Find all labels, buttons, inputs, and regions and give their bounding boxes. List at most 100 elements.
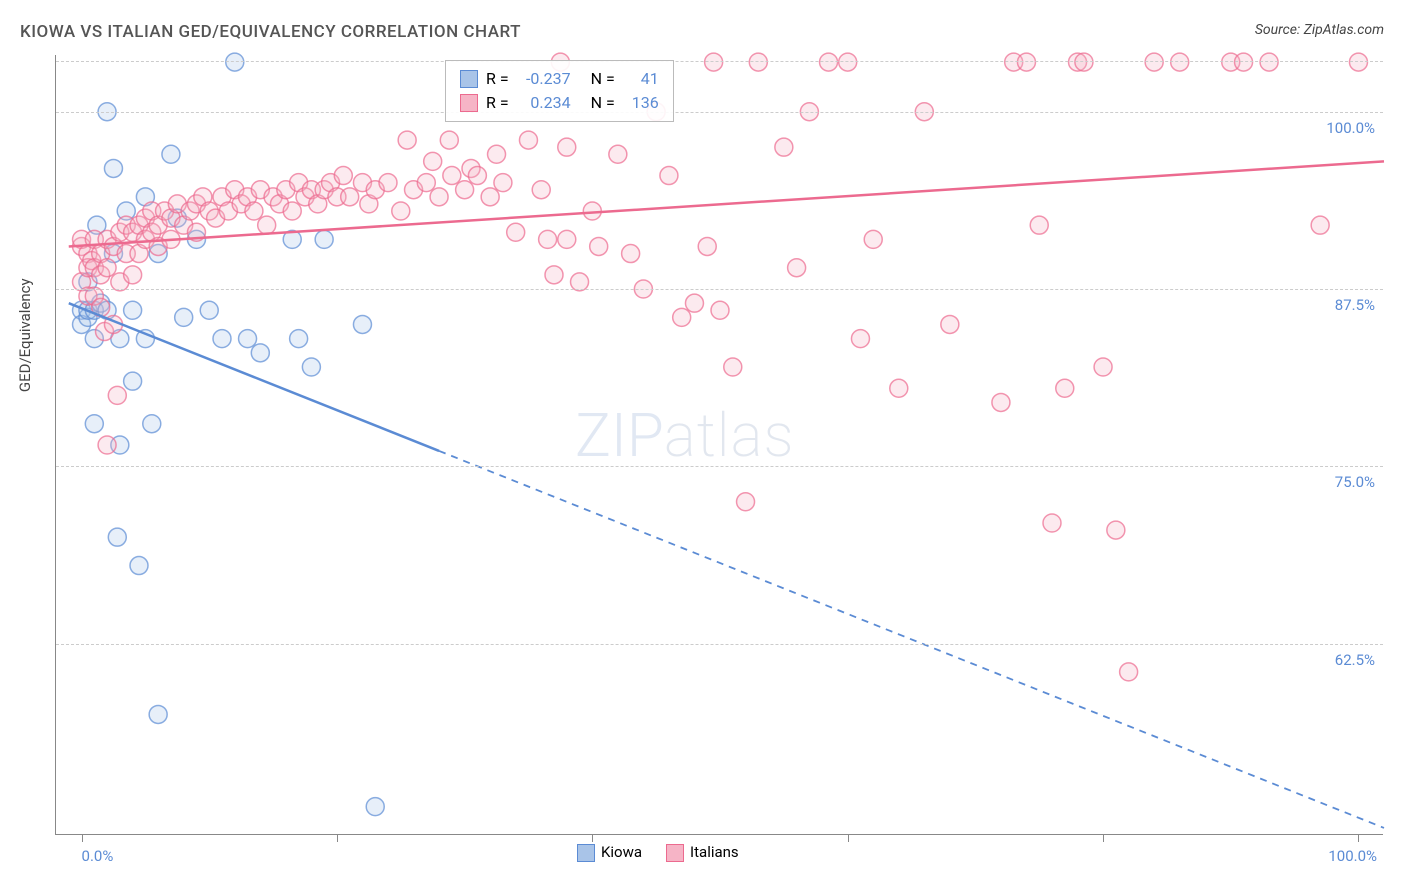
scatter-point xyxy=(108,528,126,546)
xtick xyxy=(82,834,83,842)
scatter-point xyxy=(1311,216,1329,234)
xtick xyxy=(848,834,849,842)
gridline xyxy=(56,466,1383,467)
legend-swatch xyxy=(460,70,478,88)
regression-line-dashed xyxy=(439,451,1384,828)
scatter-point xyxy=(124,301,142,319)
scatter-point xyxy=(1094,358,1112,376)
scatter-point xyxy=(302,358,320,376)
gridline xyxy=(56,61,1383,62)
scatter-point xyxy=(820,53,838,71)
scatter-point xyxy=(545,266,563,284)
yaxis-label: GED/Equivalency xyxy=(16,278,34,392)
gridline xyxy=(56,289,1383,290)
scatter-point xyxy=(839,53,857,71)
plot-area: 62.5%75.0%87.5%100.0%0.0%100.0% xyxy=(55,55,1383,835)
scatter-point xyxy=(424,152,442,170)
legend-label: Kiowa xyxy=(601,843,642,861)
scatter-point xyxy=(685,294,703,312)
scatter-point xyxy=(622,245,640,263)
scatter-point xyxy=(507,223,525,241)
scatter-point xyxy=(1075,53,1093,71)
xtick xyxy=(592,834,593,842)
gridline xyxy=(56,644,1383,645)
source-attribution: Source: ZipAtlas.com xyxy=(1255,22,1384,38)
scatter-point xyxy=(251,344,269,362)
scatter-point xyxy=(143,415,161,433)
scatter-point xyxy=(1349,53,1367,71)
scatter-point xyxy=(104,159,122,177)
chart-title: KIOWA VS ITALIAN GED/EQUIVALENCY CORRELA… xyxy=(20,22,521,42)
scatter-point xyxy=(705,53,723,71)
scatter-point xyxy=(590,237,608,255)
scatter-point xyxy=(1017,53,1035,71)
scatter-point xyxy=(660,167,678,185)
scatter-point xyxy=(532,181,550,199)
scatter-point xyxy=(1030,216,1048,234)
scatter-point xyxy=(788,259,806,277)
scatter-point xyxy=(1171,53,1189,71)
legend-row: R = 0.234 N = 136 xyxy=(460,91,659,115)
legend-row: R = -0.237 N = 41 xyxy=(460,67,659,91)
scatter-point xyxy=(353,315,371,333)
scatter-point xyxy=(283,202,301,220)
legend-item: Italians xyxy=(666,843,739,862)
scatter-point xyxy=(609,145,627,163)
scatter-point xyxy=(711,301,729,319)
scatter-point xyxy=(245,202,263,220)
scatter-point xyxy=(1120,663,1138,681)
scatter-point xyxy=(290,330,308,348)
scatter-point xyxy=(941,315,959,333)
stat-r-label: R = xyxy=(486,91,509,115)
xtick-label: 100.0% xyxy=(1328,847,1377,865)
scatter-point xyxy=(440,131,458,149)
scatter-point xyxy=(200,301,218,319)
scatter-point xyxy=(698,237,716,255)
xtick-label: 0.0% xyxy=(82,847,114,865)
correlation-legend: R = -0.237 N = 41 R = 0.234 N = 136 xyxy=(445,60,674,122)
scatter-point xyxy=(239,330,257,348)
scatter-point xyxy=(749,53,767,71)
scatter-svg xyxy=(56,55,1383,834)
scatter-point xyxy=(149,705,167,723)
scatter-point xyxy=(341,188,359,206)
xtick xyxy=(1103,834,1104,842)
legend-item: Kiowa xyxy=(577,843,642,862)
stat-n-value: 41 xyxy=(623,67,659,91)
xtick xyxy=(337,834,338,842)
gridline xyxy=(56,112,1383,113)
scatter-point xyxy=(398,131,416,149)
ytick-label: 75.0% xyxy=(1335,473,1375,491)
scatter-point xyxy=(494,174,512,192)
scatter-point xyxy=(258,216,276,234)
scatter-point xyxy=(213,330,231,348)
scatter-point xyxy=(175,308,193,326)
ytick-label: 87.5% xyxy=(1335,296,1375,314)
regression-line xyxy=(69,161,1384,246)
scatter-point xyxy=(417,174,435,192)
scatter-point xyxy=(456,181,474,199)
scatter-point xyxy=(315,230,333,248)
scatter-point xyxy=(1043,514,1061,532)
ytick-label: 100.0% xyxy=(1326,119,1375,137)
scatter-point xyxy=(519,131,537,149)
scatter-point xyxy=(124,266,142,284)
scatter-point xyxy=(673,308,691,326)
scatter-point xyxy=(864,230,882,248)
legend-swatch xyxy=(577,844,595,862)
scatter-point xyxy=(226,53,244,71)
legend-swatch xyxy=(666,844,684,862)
stat-n-label: N = xyxy=(591,91,615,115)
scatter-point xyxy=(162,145,180,163)
scatter-point xyxy=(392,202,410,220)
scatter-point xyxy=(443,167,461,185)
xtick xyxy=(1358,834,1359,842)
stat-r-value: 0.234 xyxy=(517,91,571,115)
scatter-point xyxy=(366,798,384,816)
scatter-point xyxy=(890,379,908,397)
scatter-point xyxy=(558,138,576,156)
stat-n-label: N = xyxy=(591,67,615,91)
scatter-point xyxy=(992,393,1010,411)
scatter-point xyxy=(430,188,448,206)
scatter-point xyxy=(124,372,142,390)
